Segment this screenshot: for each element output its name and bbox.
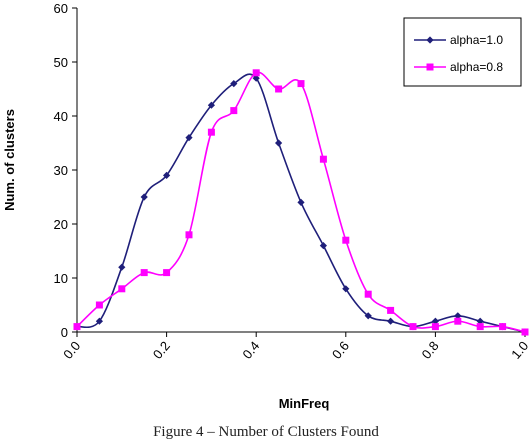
- data-point-series-1: [252, 74, 260, 82]
- data-point-series-2: [95, 301, 103, 309]
- data-point-series-2: [118, 285, 126, 293]
- line-chart: 0 10 20 30 40 50 60 0.0 0.2 0.4 0.6 0.8 1.0 Num. of…: [2, 1, 531, 411]
- y-tick-label: 10: [54, 271, 68, 286]
- data-point-series-2: [342, 236, 350, 244]
- data-point-series-2: [252, 69, 260, 77]
- y-axis-title: Num. of clusters: [2, 109, 17, 211]
- y-tick-label: 50: [54, 55, 68, 70]
- data-point-series-2: [476, 323, 484, 331]
- data-point-series-1: [207, 101, 215, 109]
- data-point-series-1: [319, 242, 327, 250]
- data-point-series-1: [95, 317, 103, 325]
- data-point-series-1: [185, 134, 193, 142]
- legend-marker: [426, 63, 434, 71]
- data-point-series-2: [275, 85, 283, 93]
- data-point-series-2: [163, 269, 171, 277]
- data-point-series-1: [140, 193, 148, 201]
- legend-box: [403, 17, 522, 87]
- data-point-series-2: [140, 269, 148, 277]
- y-ticks: 0 10 20 30 40 50 60: [54, 1, 77, 340]
- y-tick-label: 30: [54, 163, 68, 178]
- legend-marker: [426, 36, 434, 44]
- data-point-series-1: [364, 312, 372, 320]
- legend: alpha=1.0 alpha=0.8: [403, 17, 522, 87]
- data-point-series-1: [163, 171, 171, 179]
- data-point-series-2: [454, 317, 462, 325]
- data-point-series-2: [207, 128, 215, 136]
- data-point-series-2: [387, 306, 395, 314]
- x-tick-label: 0.0: [60, 338, 83, 361]
- data-point-series-1: [431, 317, 439, 325]
- legend-label: alpha=1.0: [450, 33, 503, 47]
- y-tick-label: 0: [61, 325, 68, 340]
- data-point-series-1: [275, 139, 283, 147]
- data-point-series-2: [521, 328, 529, 336]
- x-tick-label: 0.4: [239, 338, 262, 361]
- data-point-series-1: [297, 198, 305, 206]
- data-point-series-2: [499, 323, 507, 331]
- data-point-series-2: [230, 107, 238, 115]
- data-point-series-2: [364, 290, 372, 298]
- y-tick-label: 60: [54, 1, 68, 16]
- x-tick-label: 1.0: [508, 338, 531, 361]
- x-axis-title: MinFreq: [279, 396, 330, 411]
- x-tick-label: 0.2: [150, 338, 173, 361]
- data-point-series-1: [454, 312, 462, 320]
- data-point-series-2: [319, 155, 327, 163]
- y-tick-label: 20: [54, 217, 68, 232]
- data-point-series-1: [230, 80, 238, 88]
- x-tick-label: 0.6: [329, 338, 352, 361]
- y-tick-label: 40: [54, 109, 68, 124]
- data-point-series-2: [409, 323, 417, 331]
- data-point-series-2: [73, 323, 81, 331]
- data-point-series-1: [342, 285, 350, 293]
- data-point-series-1: [118, 263, 126, 271]
- x-ticks: 0.0 0.2 0.4 0.6 0.8 1.0: [60, 332, 531, 362]
- legend-label: alpha=0.8: [450, 60, 503, 74]
- series-layer: [73, 69, 529, 336]
- x-tick-label: 0.8: [419, 338, 442, 361]
- figure-caption: Figure 4 – Number of Clusters Found: [153, 424, 379, 440]
- data-point-series-2: [431, 323, 439, 331]
- data-point-series-2: [297, 80, 305, 88]
- data-point-series-1: [476, 317, 484, 325]
- data-point-series-2: [185, 231, 193, 239]
- data-point-series-1: [387, 317, 395, 325]
